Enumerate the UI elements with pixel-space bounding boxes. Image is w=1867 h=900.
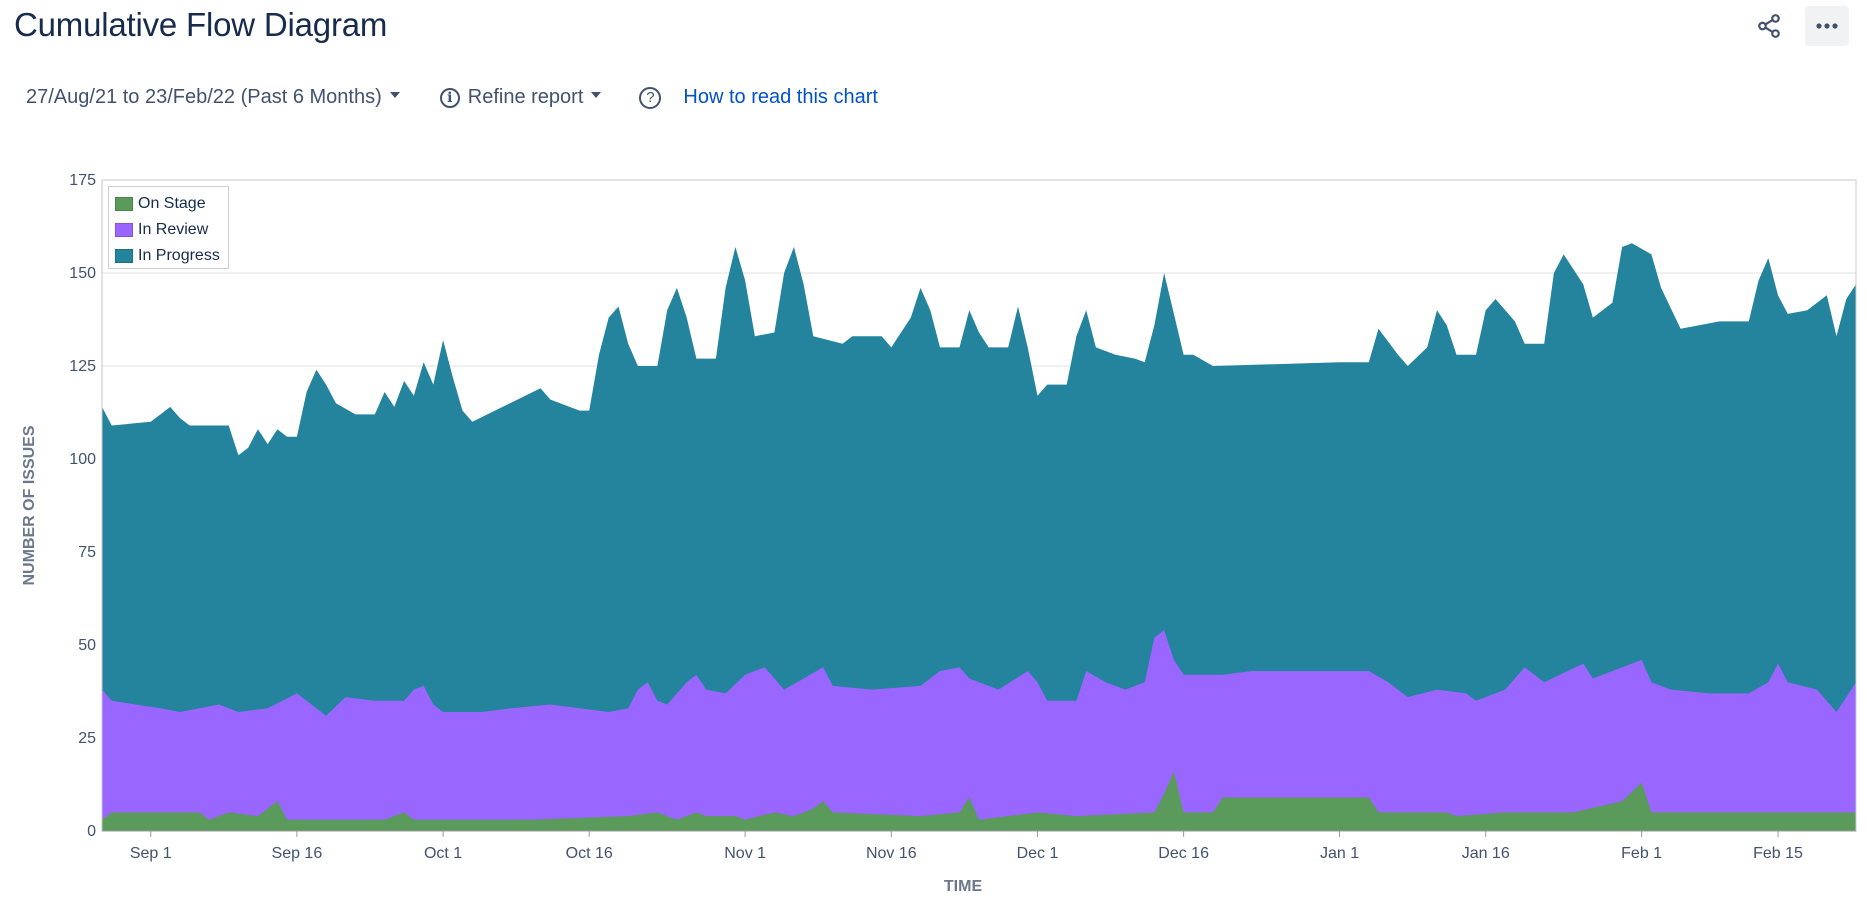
series-area-in-review[interactable] [102,630,1856,831]
y-tick-label: 175 [69,172,96,189]
y-tick-label: 100 [69,451,96,468]
x-tick-label: Nov 16 [866,845,917,862]
legend-label: In Progress [138,247,220,264]
x-tick-label: Sep 16 [272,845,323,862]
chevron-down-icon [389,91,400,98]
legend-swatch [115,249,133,263]
x-tick-label: Jan 1 [1320,845,1359,862]
legend-item-on-stage[interactable]: On Stage [115,191,228,217]
y-tick-label: 75 [78,544,96,561]
x-tick-label: Oct 16 [566,845,613,862]
y-tick-label: 0 [87,823,96,840]
date-range-dropdown[interactable]: 27/Aug/21 to 23/Feb/22 (Past 6 Months) [26,86,400,109]
y-tick-label: 25 [78,730,96,747]
more-icon [1816,23,1838,29]
legend-label: On Stage [138,195,206,212]
series-area-on-stage[interactable] [102,771,1856,832]
more-button[interactable] [1805,6,1849,46]
header-actions [1747,6,1849,46]
x-tick-label: Nov 1 [724,845,766,862]
y-axis-label: NUMBER OF ISSUES [21,425,38,585]
date-range-label: 27/Aug/21 to 23/Feb/22 (Past 6 Months) [26,86,382,108]
y-axis: 0 25 50 75 100 125 150 175 [69,172,96,840]
share-icon [1758,14,1780,38]
share-button[interactable] [1747,6,1791,46]
x-tick-label: Dec 1 [1017,845,1059,862]
x-tick-label: Feb 1 [1621,845,1662,862]
y-tick-label: 150 [69,265,96,282]
series-area-in-progress[interactable] [102,243,1856,831]
info-icon: i [439,87,460,108]
page-title: Cumulative Flow Diagram [14,6,388,43]
area-layer [102,243,1856,831]
legend-swatch [115,197,133,211]
x-tick-label: Dec 16 [1158,845,1209,862]
x-axis-label: TIME [944,878,983,895]
cumulative-flow-chart: 0 25 50 75 100 125 150 175 Sep 1 Sep 16 Oct 1 Oct … [21,172,1857,895]
report-toolbar: 27/Aug/21 to 23/Feb/22 (Past 6 Months) i… [26,86,878,109]
x-axis: Sep 1 Sep 16 Oct 1 Oct 16 Nov 1 Nov 16 Dec 1 De… [102,830,1856,862]
chevron-down-icon [591,91,602,98]
x-tick-label: Sep 1 [130,845,172,862]
question-icon: ? [639,86,662,109]
legend-swatch [115,223,133,237]
legend-label: In Review [138,221,209,238]
legend-item-in-progress[interactable]: In Progress [115,243,228,269]
y-tick-label: 125 [69,358,96,375]
x-tick-label: Jan 16 [1462,845,1510,862]
y-tick-label: 50 [78,637,96,654]
refine-report-dropdown[interactable]: i Refine report [439,86,602,109]
legend-item-in-review[interactable]: In Review [115,217,228,243]
chart-legend: On Stage In Review In Progress [108,186,229,269]
x-tick-label: Feb 15 [1753,845,1803,862]
refine-report-label: Refine report [467,86,584,108]
x-tick-label: Oct 1 [424,845,462,862]
how-to-read-link[interactable]: How to read this chart [683,86,878,108]
